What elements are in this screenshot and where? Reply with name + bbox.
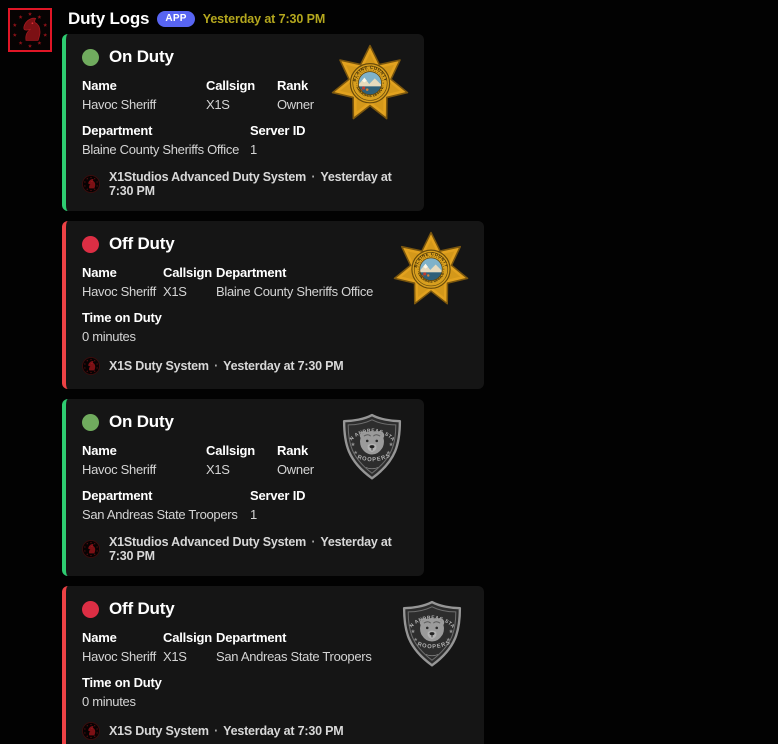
footer-timestamp: Yesterday at 7:30 PM <box>109 535 392 563</box>
embed-footer: X1S Duty System · Yesterday at 7:30 PM <box>82 722 468 740</box>
field-value: Blaine County Sheriffs Office <box>82 142 240 157</box>
field-label: Department <box>82 123 153 138</box>
field-label: Server ID <box>250 488 306 503</box>
field-value: Havoc Sheriff <box>82 649 156 664</box>
footer-separator: · <box>311 535 316 549</box>
embed-title: On Duty <box>82 47 408 67</box>
field-value: 0 minutes <box>82 694 136 709</box>
footer-separator: · <box>214 359 219 373</box>
field-label: Department <box>216 630 287 645</box>
field-value: Owner <box>277 97 314 112</box>
field-value: 1 <box>250 507 257 522</box>
footer-text: X1S Duty System <box>109 724 209 738</box>
field-row: Department San Andreas State Troopers Ser… <box>82 488 408 522</box>
field-label: Name <box>82 443 117 458</box>
message-header: Duty Logs APP Yesterday at 7:30 PM <box>68 8 778 30</box>
footer-timestamp: Yesterday at 7:30 PM <box>223 724 344 738</box>
footer-separator: · <box>311 170 316 184</box>
embed-title: On Duty <box>82 412 408 432</box>
x1studios-logo-icon <box>82 175 100 193</box>
field-row: Department Blaine County Sheriffs Office … <box>82 123 408 157</box>
app-badge: APP <box>157 11 195 27</box>
field-value: X1S <box>206 462 230 477</box>
embed-footer: X1S Duty System · Yesterday at 7:30 PM <box>82 357 468 375</box>
x1studios-logo-icon <box>82 357 100 375</box>
bcso-star-badge-thumbnail[interactable] <box>330 44 410 124</box>
field-label: Callsign <box>163 265 212 280</box>
footer-timestamp: Yesterday at 7:30 PM <box>109 170 392 198</box>
field-label: Name <box>82 630 117 645</box>
sast-shield-badge-thumbnail[interactable] <box>338 411 406 483</box>
field-row: Name Havoc Sheriff Callsign X1S Rank Owner <box>82 78 408 112</box>
bot-avatar[interactable] <box>8 8 52 52</box>
embed-title-label: Off Duty <box>109 599 175 618</box>
field-label: Name <box>82 265 117 280</box>
field-label: Department <box>216 265 287 280</box>
embed-on-duty-bcso: On Duty Name Havoc Sheriff Callsign X1S Ra… <box>62 34 424 211</box>
x1studios-logo-icon <box>82 722 100 740</box>
bot-username[interactable]: Duty Logs <box>68 9 150 28</box>
message-timestamp: Yesterday at 7:30 PM <box>202 12 326 26</box>
embed-off-duty-sast: Off Duty Name Havoc Sheriff Callsign X1S D… <box>62 586 484 744</box>
sast-shield-badge-thumbnail[interactable] <box>398 598 466 670</box>
red-circle-icon <box>82 235 99 253</box>
green-circle-icon <box>82 48 99 66</box>
field-label: Callsign <box>206 443 255 458</box>
footer-separator: · <box>214 724 219 738</box>
embed-list: On Duty Name Havoc Sheriff Callsign X1S Ra… <box>62 34 778 744</box>
green-circle-icon <box>82 413 99 431</box>
field-value: Blaine County Sheriffs Office <box>216 284 374 299</box>
field-value: Havoc Sheriff <box>82 284 156 299</box>
field-value: San Andreas State Troopers <box>216 649 372 664</box>
field-label: Server ID <box>250 123 306 138</box>
field-value: X1S <box>163 284 187 299</box>
embed-title: Off Duty <box>82 234 468 254</box>
field-value: 0 minutes <box>82 329 136 344</box>
field-row: Time on Duty 0 minutes <box>82 310 468 344</box>
field-label: Rank <box>277 443 308 458</box>
field-value: 1 <box>250 142 257 157</box>
embed-title-label: On Duty <box>109 412 174 431</box>
embed-title-label: Off Duty <box>109 234 175 253</box>
field-row: Time on Duty 0 minutes <box>82 675 468 709</box>
bcso-star-badge-thumbnail[interactable] <box>392 231 470 309</box>
field-row: Name Havoc Sheriff Callsign X1S Department… <box>82 630 468 664</box>
embed-off-duty-bcso: Off Duty Name Havoc Sheriff Callsign X1S D… <box>62 221 484 389</box>
horse-logo-icon <box>10 10 50 50</box>
field-row: Name Havoc Sheriff Callsign X1S Rank Owner <box>82 443 408 477</box>
field-value: Owner <box>277 462 314 477</box>
field-value: Havoc Sheriff <box>82 462 156 477</box>
field-label: Time on Duty <box>82 310 162 325</box>
field-label: Callsign <box>206 78 255 93</box>
footer-timestamp: Yesterday at 7:30 PM <box>223 359 344 373</box>
embed-title-label: On Duty <box>109 47 174 66</box>
embed-footer: X1Studios Advanced Duty System · Yesterd… <box>82 170 408 198</box>
x1studios-logo-icon <box>82 540 100 558</box>
red-circle-icon <box>82 600 99 618</box>
field-row: Name Havoc Sheriff Callsign X1S Department… <box>82 265 468 299</box>
field-label: Name <box>82 78 117 93</box>
field-label: Time on Duty <box>82 675 162 690</box>
field-label: Rank <box>277 78 308 93</box>
embed-on-duty-sast: On Duty Name Havoc Sheriff Callsign X1S Ra… <box>62 399 424 576</box>
footer-text: X1Studios Advanced Duty System <box>109 535 307 549</box>
field-value: X1S <box>206 97 230 112</box>
field-value: X1S <box>163 649 187 664</box>
embed-footer: X1Studios Advanced Duty System · Yesterd… <box>82 535 408 563</box>
field-label: Callsign <box>163 630 212 645</box>
field-value: San Andreas State Troopers <box>82 507 238 522</box>
footer-text: X1S Duty System <box>109 359 209 373</box>
field-label: Department <box>82 488 153 503</box>
embed-title: Off Duty <box>82 599 468 619</box>
footer-text: X1Studios Advanced Duty System <box>109 170 307 184</box>
field-value: Havoc Sheriff <box>82 97 156 112</box>
